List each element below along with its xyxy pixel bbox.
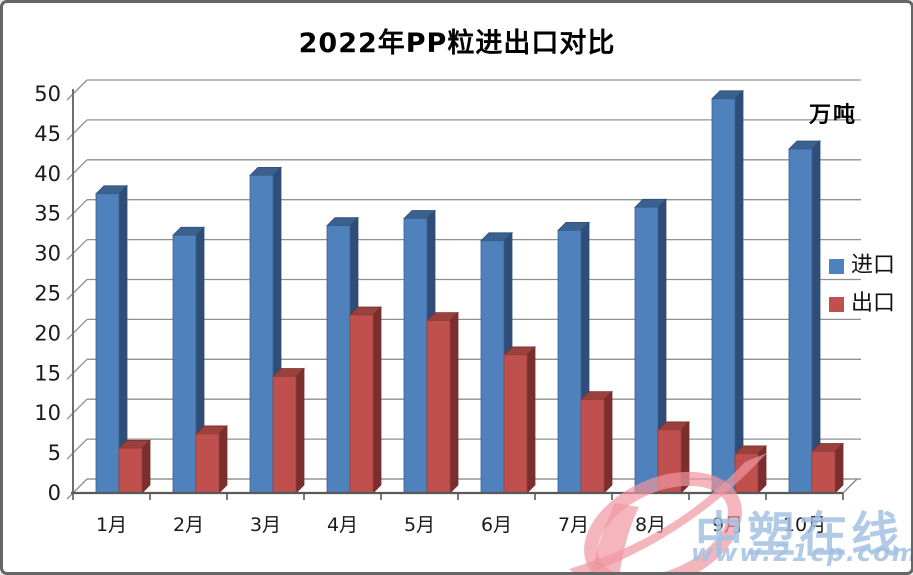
x-tick-label: 2月 — [173, 514, 204, 536]
y-tick-label: 20 — [34, 321, 61, 345]
y-tick — [66, 79, 88, 101]
x-tick-label: 9月 — [712, 514, 743, 536]
y-tick-label: 45 — [34, 122, 61, 146]
y-tick — [66, 199, 88, 221]
export-bar — [734, 453, 759, 494]
y-tick-label: 5 — [48, 441, 61, 465]
export-bar-side — [680, 420, 690, 494]
y-tick-label: 25 — [34, 282, 61, 306]
y-tick — [66, 279, 88, 300]
import-bar — [403, 218, 428, 494]
x-tick-label: 8月 — [635, 514, 666, 536]
import-bar — [557, 230, 582, 494]
export-bar-side — [372, 306, 382, 494]
y-tick-label: 0 — [48, 481, 61, 505]
y-tick — [66, 358, 88, 380]
floor-right-edge — [842, 478, 858, 494]
y-tick-label: 50 — [34, 82, 61, 106]
y-tick — [66, 239, 88, 261]
import-bar — [249, 174, 274, 494]
import-bar — [480, 240, 505, 494]
export-bar — [272, 376, 297, 494]
y-tick — [66, 159, 88, 181]
y-tick — [66, 478, 88, 500]
legend: 进口 出口 — [829, 255, 895, 331]
legend-item-import: 进口 — [829, 255, 895, 277]
export-bar — [195, 433, 220, 494]
export-bar — [580, 399, 605, 494]
export-bar — [503, 354, 528, 494]
import-bar — [95, 193, 120, 494]
chart-canvas: 1月 2月 3月 4月 5月 6月 7月 8月 9月 10月 0 5 10 15 20 25 30 35 40 45 5… — [34, 79, 861, 536]
x-tick-label: 1月 — [96, 514, 127, 536]
export-bar-side — [603, 390, 613, 494]
import-bar — [634, 206, 659, 494]
export-bar — [811, 451, 836, 494]
export-bar — [426, 320, 451, 494]
legend-item-export: 出口 — [829, 293, 895, 315]
unit-label: 万吨 — [809, 103, 858, 128]
export-bar-side — [526, 345, 536, 494]
export-bar-side — [449, 311, 459, 494]
import-bar — [788, 148, 813, 494]
export-bar-side — [295, 367, 305, 494]
x-tick-label: 10月 — [783, 514, 826, 536]
x-tick-label: 7月 — [558, 514, 589, 536]
y-tick-label: 10 — [34, 401, 61, 425]
y-tick — [66, 438, 88, 460]
import-bar-side — [734, 89, 744, 494]
export-bar-side — [141, 439, 151, 494]
export-bar — [118, 447, 143, 494]
y-tick — [66, 119, 88, 141]
import-bar — [326, 225, 351, 494]
y-tick — [66, 318, 88, 340]
y-tick-label: 30 — [34, 242, 61, 266]
y-tick — [66, 398, 88, 420]
x-tick-label: 6月 — [481, 514, 512, 536]
export-bar-side — [218, 424, 228, 494]
y-tick-label: 15 — [34, 361, 61, 385]
x-tick-label: 3月 — [250, 514, 281, 536]
export-bar — [657, 429, 682, 494]
import-bar-side — [811, 140, 821, 494]
import-bar — [172, 234, 197, 494]
x-tick-label: 4月 — [327, 514, 358, 536]
y-tick-label: 40 — [34, 162, 61, 186]
chart-title: 2022年PP粒进出口对比 — [298, 28, 616, 59]
legend-export-label: 出口 — [851, 291, 896, 316]
import-bar — [711, 98, 736, 494]
legend-import-label: 进口 — [851, 253, 896, 278]
import-swatch-icon — [829, 258, 844, 274]
x-tick-label: 5月 — [404, 514, 435, 536]
export-bar-side — [757, 444, 767, 494]
y-tick-label: 35 — [34, 202, 61, 226]
export-swatch-icon — [829, 296, 844, 312]
export-bar — [349, 314, 374, 494]
export-bar-side — [834, 442, 844, 494]
